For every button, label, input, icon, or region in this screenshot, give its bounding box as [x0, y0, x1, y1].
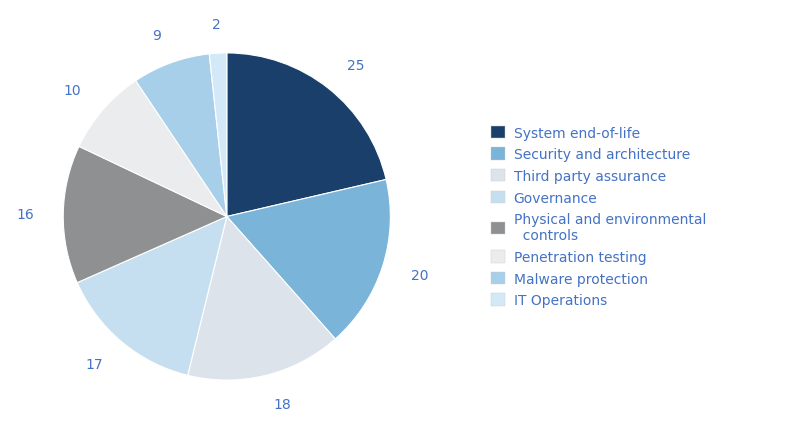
Wedge shape: [77, 217, 227, 375]
Text: 10: 10: [63, 84, 81, 98]
Wedge shape: [79, 82, 227, 217]
Legend: System end-of-life, Security and architecture, Third party assurance, Governance: System end-of-life, Security and archite…: [488, 122, 710, 312]
Text: 9: 9: [152, 29, 161, 43]
Wedge shape: [227, 54, 386, 217]
Wedge shape: [188, 217, 335, 380]
Text: 20: 20: [411, 269, 428, 283]
Text: 2: 2: [212, 18, 221, 32]
Wedge shape: [63, 147, 227, 283]
Wedge shape: [136, 55, 227, 217]
Text: 25: 25: [347, 59, 364, 73]
Wedge shape: [227, 180, 390, 339]
Text: 17: 17: [85, 358, 103, 372]
Text: 16: 16: [16, 207, 34, 221]
Wedge shape: [209, 54, 227, 217]
Text: 18: 18: [273, 397, 291, 411]
